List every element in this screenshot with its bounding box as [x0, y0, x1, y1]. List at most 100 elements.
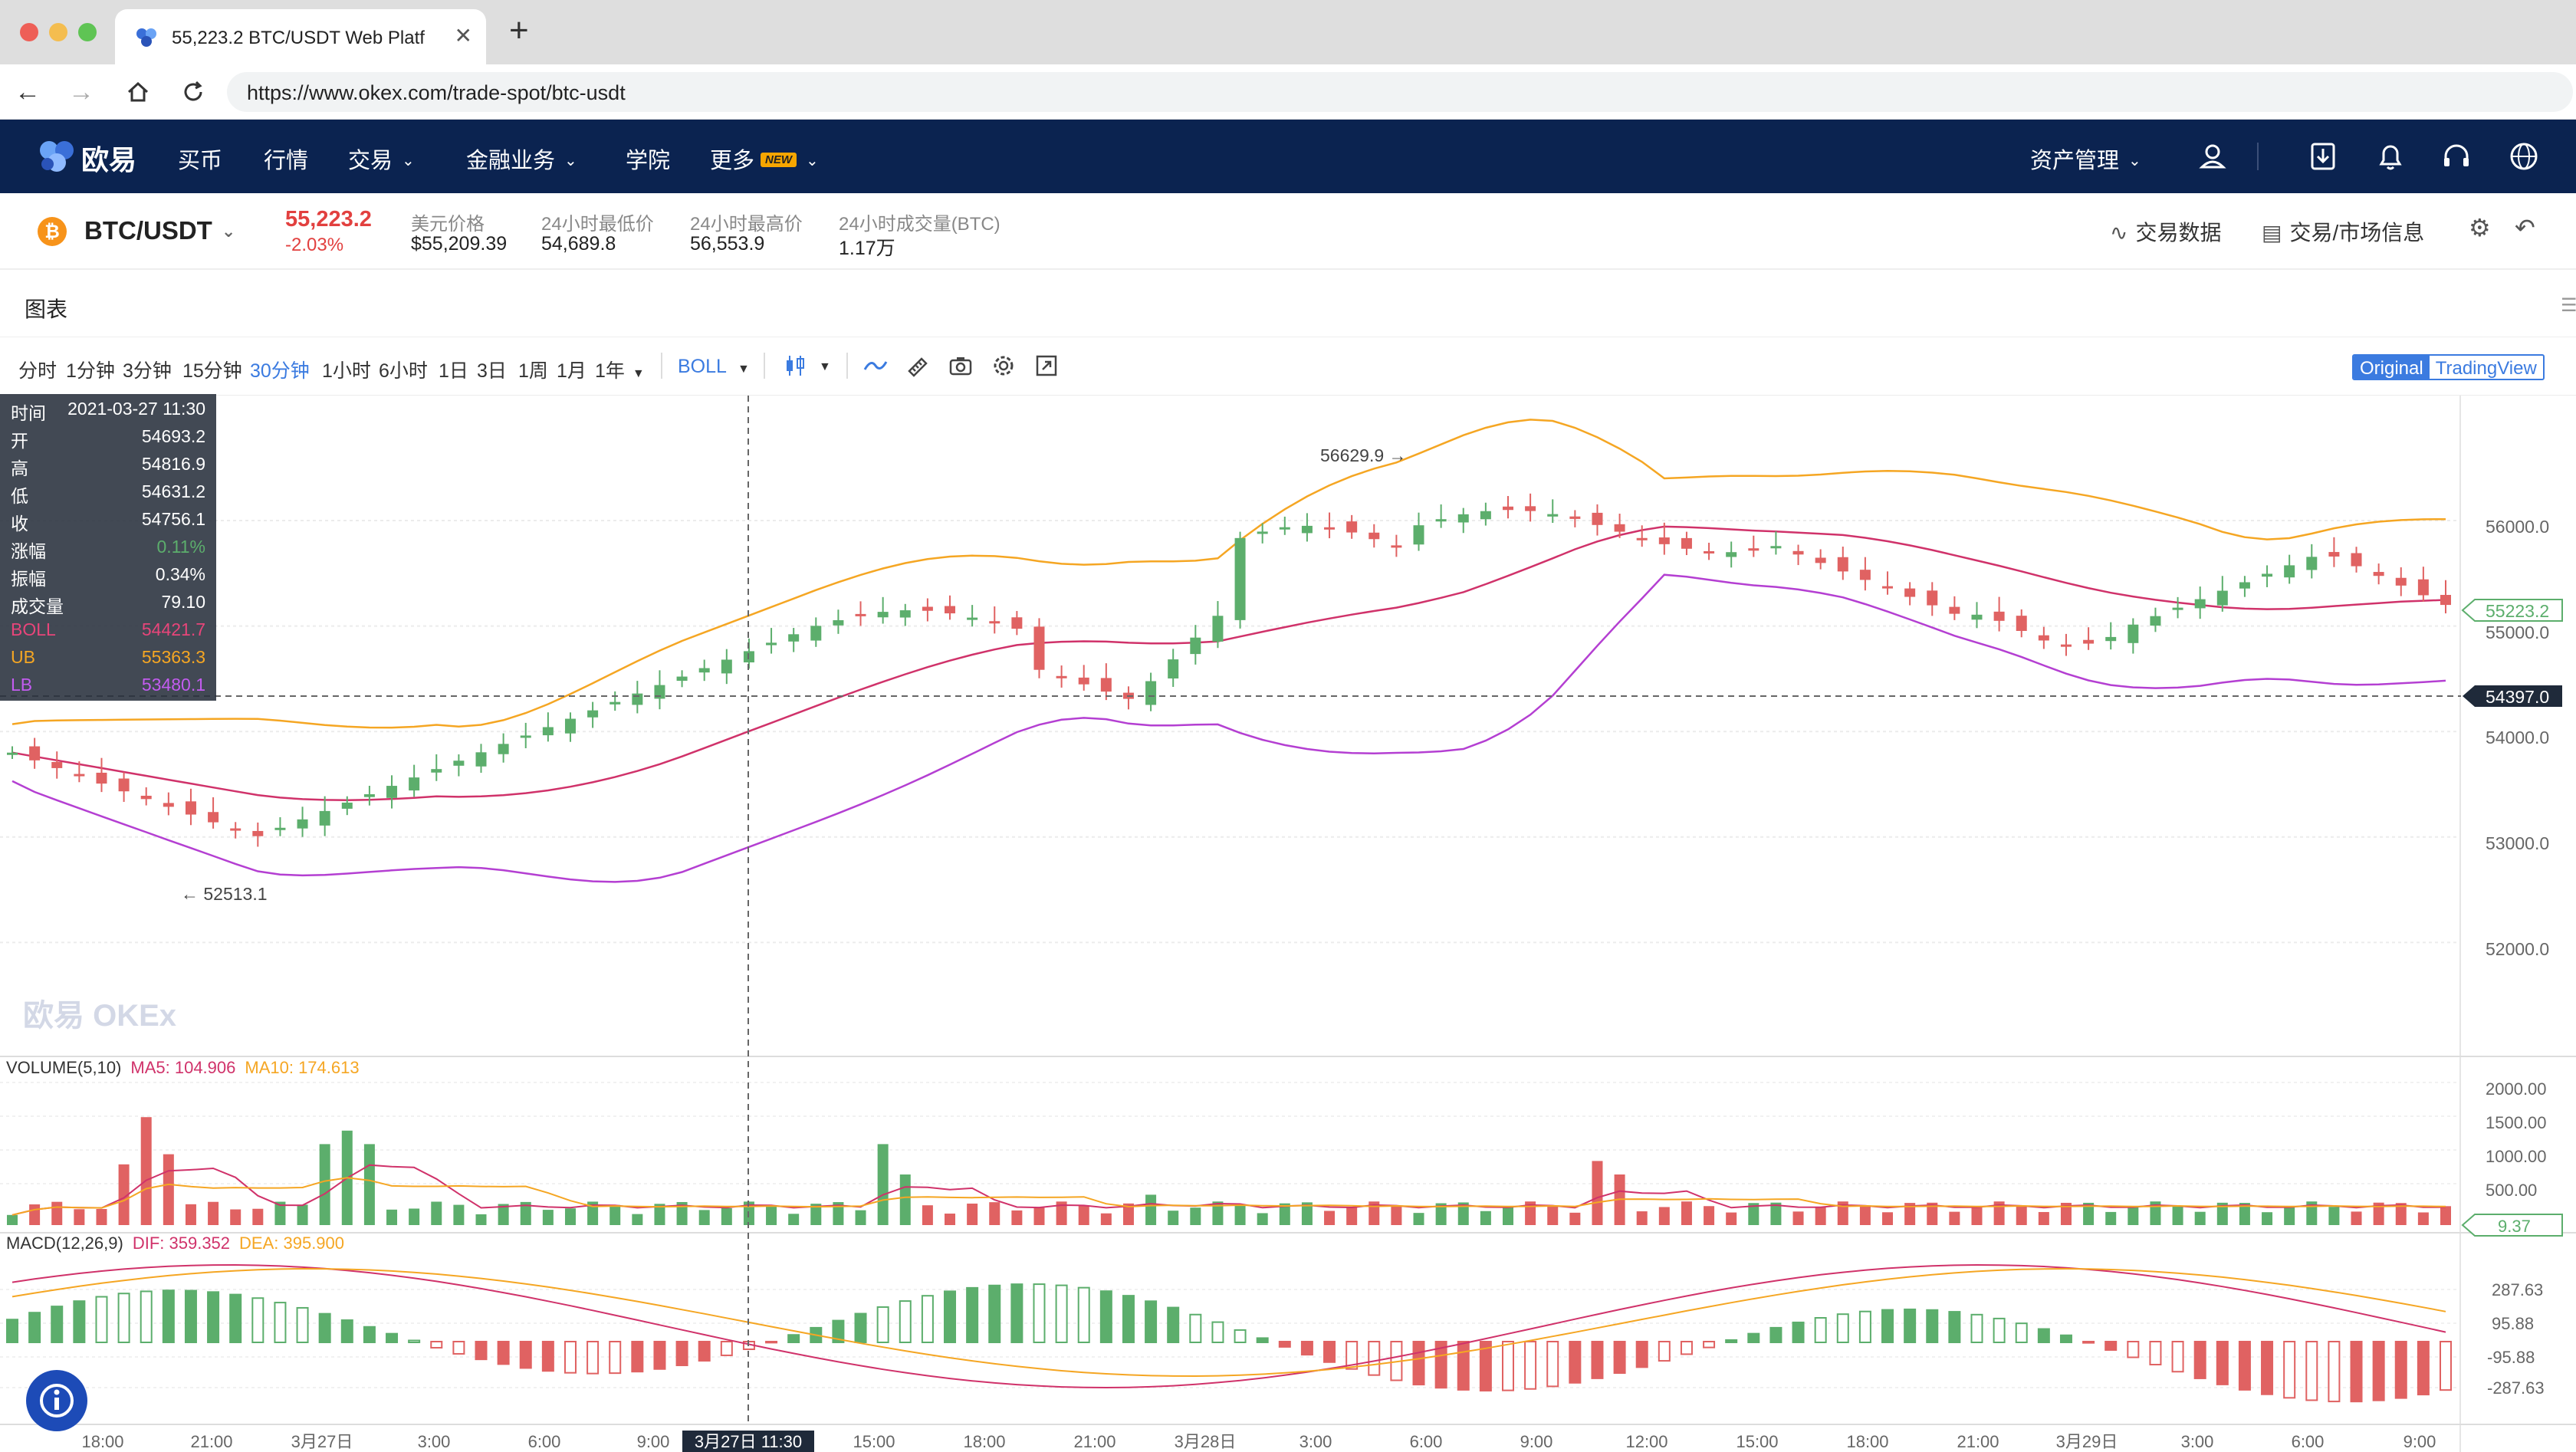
download-icon[interactable] — [2302, 135, 2344, 178]
lb-line — [12, 573, 2446, 883]
candle-body — [2128, 624, 2139, 643]
interval-6h[interactable]: 6小时 — [379, 360, 428, 382]
nav-buy-crypto[interactable]: 买币 — [178, 149, 223, 173]
interval-1w[interactable]: 1周 — [518, 360, 548, 382]
interval-3m[interactable]: 3分钟 — [123, 360, 172, 382]
headset-icon[interactable] — [2435, 135, 2478, 178]
interval-1mo[interactable]: 1月 — [557, 360, 586, 382]
indicator-select[interactable]: BOLL ▼ — [678, 356, 750, 378]
volume-bar — [1726, 1212, 1737, 1225]
back-arrow-icon[interactable]: ← — [15, 77, 41, 107]
collapse-handle-icon[interactable]: ☰ — [2561, 295, 2576, 316]
macd-bar — [1501, 1341, 1514, 1391]
globe-icon[interactable] — [2502, 135, 2545, 178]
macd-bar — [2440, 1341, 2452, 1391]
info-key: 时间 — [11, 403, 46, 423]
volume-bar — [899, 1174, 911, 1225]
okex-logo-icon[interactable] — [37, 136, 77, 176]
info-row: LB 53480.1 — [0, 670, 216, 698]
nav-more[interactable]: 更多 NEW ⌄ — [710, 143, 819, 175]
kline-chart[interactable]: 欧易 OKEx 56629.9 → ← 52513.1 56000.0 5500… — [0, 396, 2576, 1452]
macd-bar — [51, 1306, 64, 1343]
interval-15m[interactable]: 15分钟 — [182, 360, 242, 382]
nav-asset-management[interactable]: 资产管理 ⌄ — [2030, 143, 2141, 175]
candle-body — [564, 718, 576, 734]
settings-icon[interactable] — [991, 353, 1017, 379]
nav-finance[interactable]: 金融业务 ⌄ — [466, 143, 577, 175]
macd-dea-line — [12, 1267, 2446, 1378]
interval-1h[interactable]: 1小时 — [322, 360, 371, 382]
interval-3d[interactable]: 3日 — [477, 360, 507, 382]
candle-body — [1212, 616, 1224, 642]
candle-body — [676, 676, 688, 682]
close-tab-icon[interactable]: ✕ — [454, 24, 472, 48]
candle-body — [29, 746, 41, 760]
interval-timeline[interactable]: 分时 — [18, 360, 58, 382]
interval-1y[interactable]: 1年 ▼ — [595, 356, 645, 383]
original-view-button[interactable]: Original — [2354, 356, 2430, 379]
macd-bar — [95, 1296, 108, 1343]
candle-body — [1547, 514, 1559, 517]
crosshair-time-tag: 3月27日 11:30 — [682, 1431, 814, 1452]
info-row: 振幅 0.34% — [0, 560, 216, 589]
minimize-window-button[interactable] — [49, 23, 67, 41]
volume-bar — [989, 1202, 1001, 1225]
interval-1d[interactable]: 1日 — [439, 360, 468, 382]
bell-icon[interactable] — [2369, 135, 2412, 178]
volume-bar — [74, 1209, 85, 1225]
forward-arrow-icon[interactable]: → — [68, 77, 94, 107]
time-tick: 21:00 — [190, 1432, 232, 1451]
crosshair-price-label: 54397.0 — [2486, 687, 2549, 707]
interval-1m[interactable]: 1分钟 — [66, 360, 115, 382]
reload-icon[interactable] — [178, 77, 209, 107]
macd-bar — [2417, 1341, 2430, 1396]
market-info-button[interactable]: ▤ 交易/市场信息 — [2262, 216, 2424, 247]
undo-icon[interactable]: ↶ — [2515, 214, 2535, 241]
logo-text[interactable]: 欧易 — [81, 144, 137, 176]
line-tool-icon[interactable] — [862, 353, 889, 379]
browser-tab[interactable]: 55,223.2 BTC/USDT Web Platf ✕ — [115, 9, 486, 64]
candle-body — [1792, 550, 1804, 555]
info-value: 54631.2 — [141, 481, 205, 501]
user-icon[interactable] — [2191, 135, 2234, 178]
chevron-down-icon: ⌄ — [564, 153, 577, 169]
nav-academy[interactable]: 学院 — [626, 149, 671, 173]
settings-gear-icon[interactable]: ⚙ — [2469, 214, 2491, 241]
bollinger-bands — [12, 419, 2446, 883]
ruler-icon[interactable] — [905, 353, 931, 379]
candle-body — [1480, 511, 1491, 520]
home-icon[interactable] — [123, 77, 153, 107]
nav-more-label: 更多 — [710, 149, 755, 173]
volume-bar — [2083, 1202, 2095, 1225]
volume-bar — [1391, 1205, 1402, 1225]
address-bar[interactable]: https://www.okex.com/trade-spot/btc-usdt — [227, 72, 2573, 112]
candle-body — [1837, 557, 1848, 572]
close-window-button[interactable] — [20, 23, 38, 41]
interval-30m[interactable]: 30分钟 — [250, 360, 310, 382]
maximize-window-button[interactable] — [78, 23, 97, 41]
toolbar-divider — [846, 353, 848, 379]
time-tick: 18:00 — [81, 1432, 123, 1451]
macd-bar — [1524, 1341, 1537, 1390]
candlestick-type-icon[interactable] — [782, 353, 808, 379]
nav-trade[interactable]: 交易 ⌄ — [348, 143, 415, 175]
candle-body — [855, 613, 866, 616]
macd-bar — [1993, 1317, 2006, 1343]
macd-bar — [519, 1341, 532, 1369]
camera-icon[interactable] — [948, 353, 974, 379]
new-tab-button[interactable]: + — [509, 11, 529, 49]
fullscreen-icon[interactable] — [1033, 353, 1060, 379]
candle-body — [1056, 675, 1067, 678]
time-tick: 9:00 — [1520, 1432, 1553, 1451]
help-button[interactable] — [26, 1370, 87, 1431]
dropdown-triangle-icon[interactable]: ▼ — [819, 360, 831, 373]
trade-data-button[interactable]: ∿ 交易数据 — [2110, 216, 2221, 247]
tradingview-button[interactable]: TradingView — [2435, 358, 2537, 379]
volume-bar — [1748, 1203, 1760, 1225]
pair-name: BTC/USDT — [84, 216, 212, 245]
pair-selector[interactable]: BTC/USDT ⌄ — [84, 216, 235, 245]
candle-body — [2083, 639, 2095, 644]
nav-markets[interactable]: 行情 — [264, 149, 309, 173]
info-row: 成交量 79.10 — [0, 587, 216, 616]
candle-body — [698, 668, 710, 673]
